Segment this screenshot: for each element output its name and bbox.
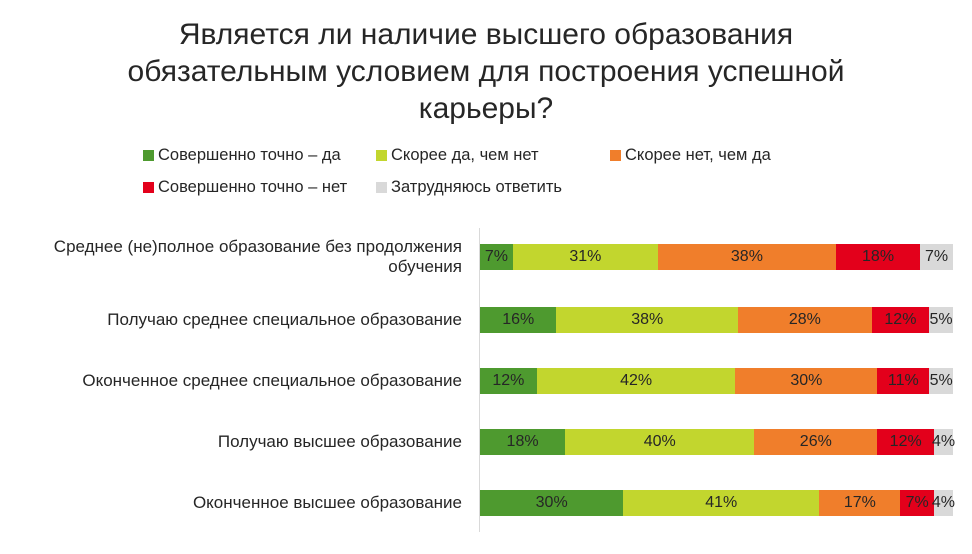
data-label: 30%	[535, 494, 568, 511]
bar-segment: 30%	[735, 368, 878, 394]
bar-segment: 5%	[929, 368, 953, 394]
bar-segment: 4%	[931, 490, 955, 516]
legend-label: Скорее да, чем нет	[391, 146, 539, 164]
data-label: 18%	[862, 248, 895, 265]
bar-segment: 42%	[536, 368, 736, 394]
category-label: Оконченное среднее специальное образован…	[82, 371, 462, 390]
data-label: 17%	[843, 494, 876, 511]
category-label: Среднее (не)полное образование без продо…	[53, 237, 462, 276]
bar-segment: 12%	[877, 429, 935, 455]
data-label: 12%	[884, 311, 917, 328]
bar-segment: 26%	[754, 429, 878, 455]
data-label: 4%	[931, 433, 956, 450]
data-label: 5%	[929, 372, 953, 389]
data-label: 7%	[484, 248, 508, 265]
data-label: 7%	[905, 494, 929, 511]
data-label: 12%	[889, 433, 922, 450]
data-label: 41%	[705, 494, 738, 511]
legend-label: Затрудняюсь ответить	[391, 178, 563, 196]
legend-label: Совершенно точно – нет	[158, 178, 348, 196]
bar-segment: 11%	[877, 368, 930, 394]
bar-segment: 18%	[835, 244, 921, 270]
bar-segment: 38%	[556, 307, 738, 333]
data-label: 40%	[643, 433, 676, 450]
legend-swatch	[143, 182, 154, 193]
bar-segment: 40%	[565, 429, 755, 455]
bar-segment: 12%	[480, 368, 537, 394]
bar-segment: 41%	[623, 490, 820, 516]
bar-segment: 30%	[480, 490, 624, 516]
data-label: 4%	[931, 494, 955, 511]
category-label: Получаю среднее специальное образование	[107, 310, 462, 329]
chart-title: Является ли наличие высшего образования …	[127, 18, 845, 125]
data-label: 38%	[631, 311, 664, 328]
bar-segment: 16%	[480, 307, 557, 333]
bar-segment: 18%	[480, 429, 566, 455]
data-label: 12%	[492, 372, 525, 389]
bar-segment: 31%	[512, 244, 658, 270]
legend-item: Скорее да, чем нет	[376, 146, 539, 165]
bar-segment: 12%	[871, 307, 930, 333]
legend-item: Совершенно точно – да	[143, 146, 341, 165]
bar-segment: 4%	[931, 429, 956, 455]
data-label: 42%	[620, 372, 653, 389]
data-label: 38%	[730, 248, 763, 265]
legend-swatch	[610, 150, 621, 161]
data-label: 18%	[506, 433, 539, 450]
data-label: 30%	[790, 372, 823, 389]
bar-segment: 17%	[819, 490, 901, 516]
legend-swatch	[143, 150, 154, 161]
data-label: 5%	[929, 311, 953, 328]
data-label: 11%	[887, 372, 919, 389]
data-label: 7%	[925, 248, 949, 265]
legend-item: Совершенно точно – нет	[143, 178, 347, 197]
legend-swatch	[376, 182, 387, 193]
category-label: Оконченное высшее образование	[192, 493, 462, 512]
bar-segment: 7%	[480, 244, 513, 270]
legend-label: Скорее нет, чем да	[625, 146, 771, 164]
data-label: 16%	[502, 311, 535, 328]
category-axis-line	[479, 228, 480, 532]
legend-swatch	[376, 150, 387, 161]
bar-segment: 28%	[738, 307, 872, 333]
data-label: 31%	[569, 248, 602, 265]
data-label: 28%	[788, 311, 821, 328]
bar-segment: 5%	[929, 307, 953, 333]
data-label: 26%	[799, 433, 832, 450]
legend-item: Затрудняюсь ответить	[376, 178, 562, 197]
legend-label: Совершенно точно – да	[158, 146, 341, 164]
category-label: Получаю высшее образование	[217, 432, 462, 451]
bar-segment: 7%	[920, 244, 953, 270]
bar-segment: 38%	[657, 244, 836, 270]
legend-item: Скорее нет, чем да	[610, 146, 771, 165]
bar-segment: 7%	[900, 490, 934, 516]
